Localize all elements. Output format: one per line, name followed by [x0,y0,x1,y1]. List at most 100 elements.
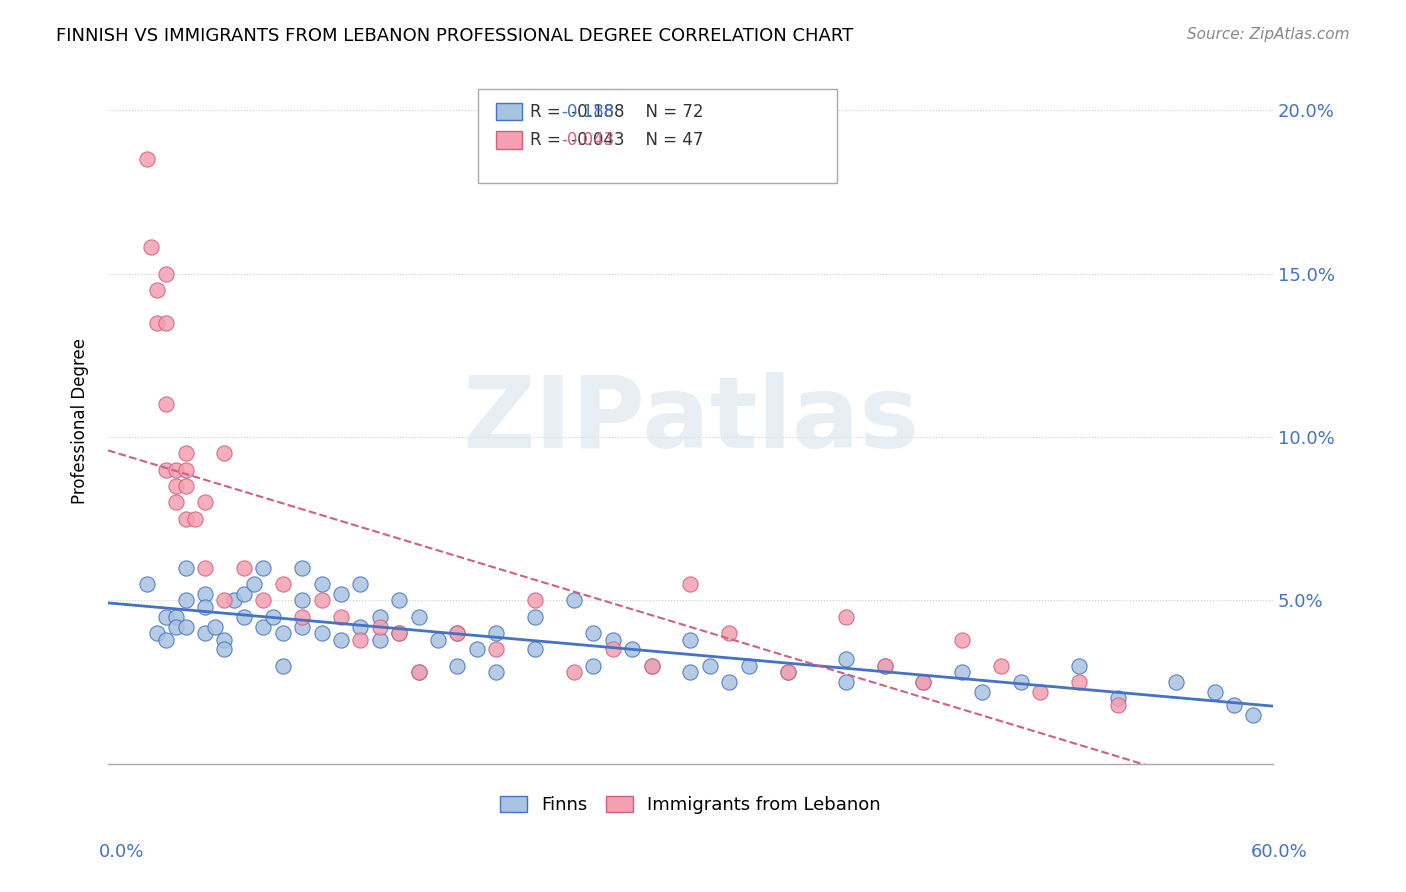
Point [291,593,314,607]
Point [252,619,274,633]
Text: ZIPatlas: ZIPatlas [463,372,920,469]
Y-axis label: Professional Degree: Professional Degree [72,338,89,504]
Point [1243,707,1265,722]
Point [524,609,547,624]
Point [562,665,585,680]
Point [194,626,217,640]
Text: Source: ZipAtlas.com: Source: ZipAtlas.com [1187,27,1350,42]
Point [835,609,858,624]
Point [950,632,973,647]
Point [485,642,508,657]
Point [602,642,624,657]
Point [1107,698,1129,712]
Point [155,463,177,477]
Point [311,593,333,607]
Point [155,632,177,647]
Point [835,675,858,690]
Point [524,593,547,607]
Point [174,479,197,493]
Point [1223,698,1246,712]
Legend: Finns, Immigrants from Lebanon: Finns, Immigrants from Lebanon [491,787,890,823]
Point [194,495,217,509]
Point [408,665,430,680]
Point [291,609,314,624]
Point [330,632,353,647]
Point [184,511,207,525]
Text: R =  -0.043    N = 47: R = -0.043 N = 47 [530,131,703,149]
Point [776,665,799,680]
Point [1164,675,1187,690]
Point [427,632,450,647]
Point [388,593,411,607]
Point [970,685,993,699]
Point [835,652,858,666]
Point [368,609,391,624]
Text: -0.043: -0.043 [561,131,614,149]
Point [135,152,157,166]
Point [311,626,333,640]
Point [165,463,187,477]
Point [232,609,254,624]
Point [271,577,294,591]
Point [214,446,236,460]
Point [446,658,468,673]
Point [291,560,314,574]
Point [232,587,254,601]
Point [718,626,741,640]
Point [465,642,488,657]
Point [699,658,721,673]
Point [214,642,236,657]
Point [562,593,585,607]
Point [165,609,187,624]
Point [446,626,468,640]
Point [408,665,430,680]
Point [640,658,662,673]
Point [640,658,662,673]
Point [524,642,547,657]
Text: 0.0%: 0.0% [98,843,143,861]
Point [408,609,430,624]
Point [145,283,167,297]
Point [349,577,371,591]
Point [224,593,246,607]
Point [1067,658,1090,673]
Point [135,577,157,591]
Point [1107,691,1129,706]
Point [679,665,702,680]
Point [271,658,294,673]
Text: FINNISH VS IMMIGRANTS FROM LEBANON PROFESSIONAL DEGREE CORRELATION CHART: FINNISH VS IMMIGRANTS FROM LEBANON PROFE… [56,27,853,45]
Point [485,626,508,640]
Point [155,316,177,330]
Point [912,675,935,690]
Point [718,675,741,690]
Point [776,665,799,680]
Point [291,619,314,633]
Point [485,665,508,680]
Point [174,619,197,633]
Point [214,593,236,607]
Point [388,626,411,640]
Point [262,609,284,624]
Point [950,665,973,680]
Point [174,593,197,607]
Point [349,619,371,633]
Point [174,463,197,477]
Point [145,316,167,330]
Point [679,577,702,591]
Point [330,587,353,601]
Point [446,626,468,640]
Point [679,632,702,647]
Point [194,599,217,614]
Point [388,626,411,640]
Point [330,609,353,624]
Point [242,577,264,591]
Point [368,632,391,647]
Point [990,658,1012,673]
Point [155,397,177,411]
Point [155,609,177,624]
Point [204,619,226,633]
Point [621,642,644,657]
Point [271,626,294,640]
Point [582,658,605,673]
Point [174,511,197,525]
